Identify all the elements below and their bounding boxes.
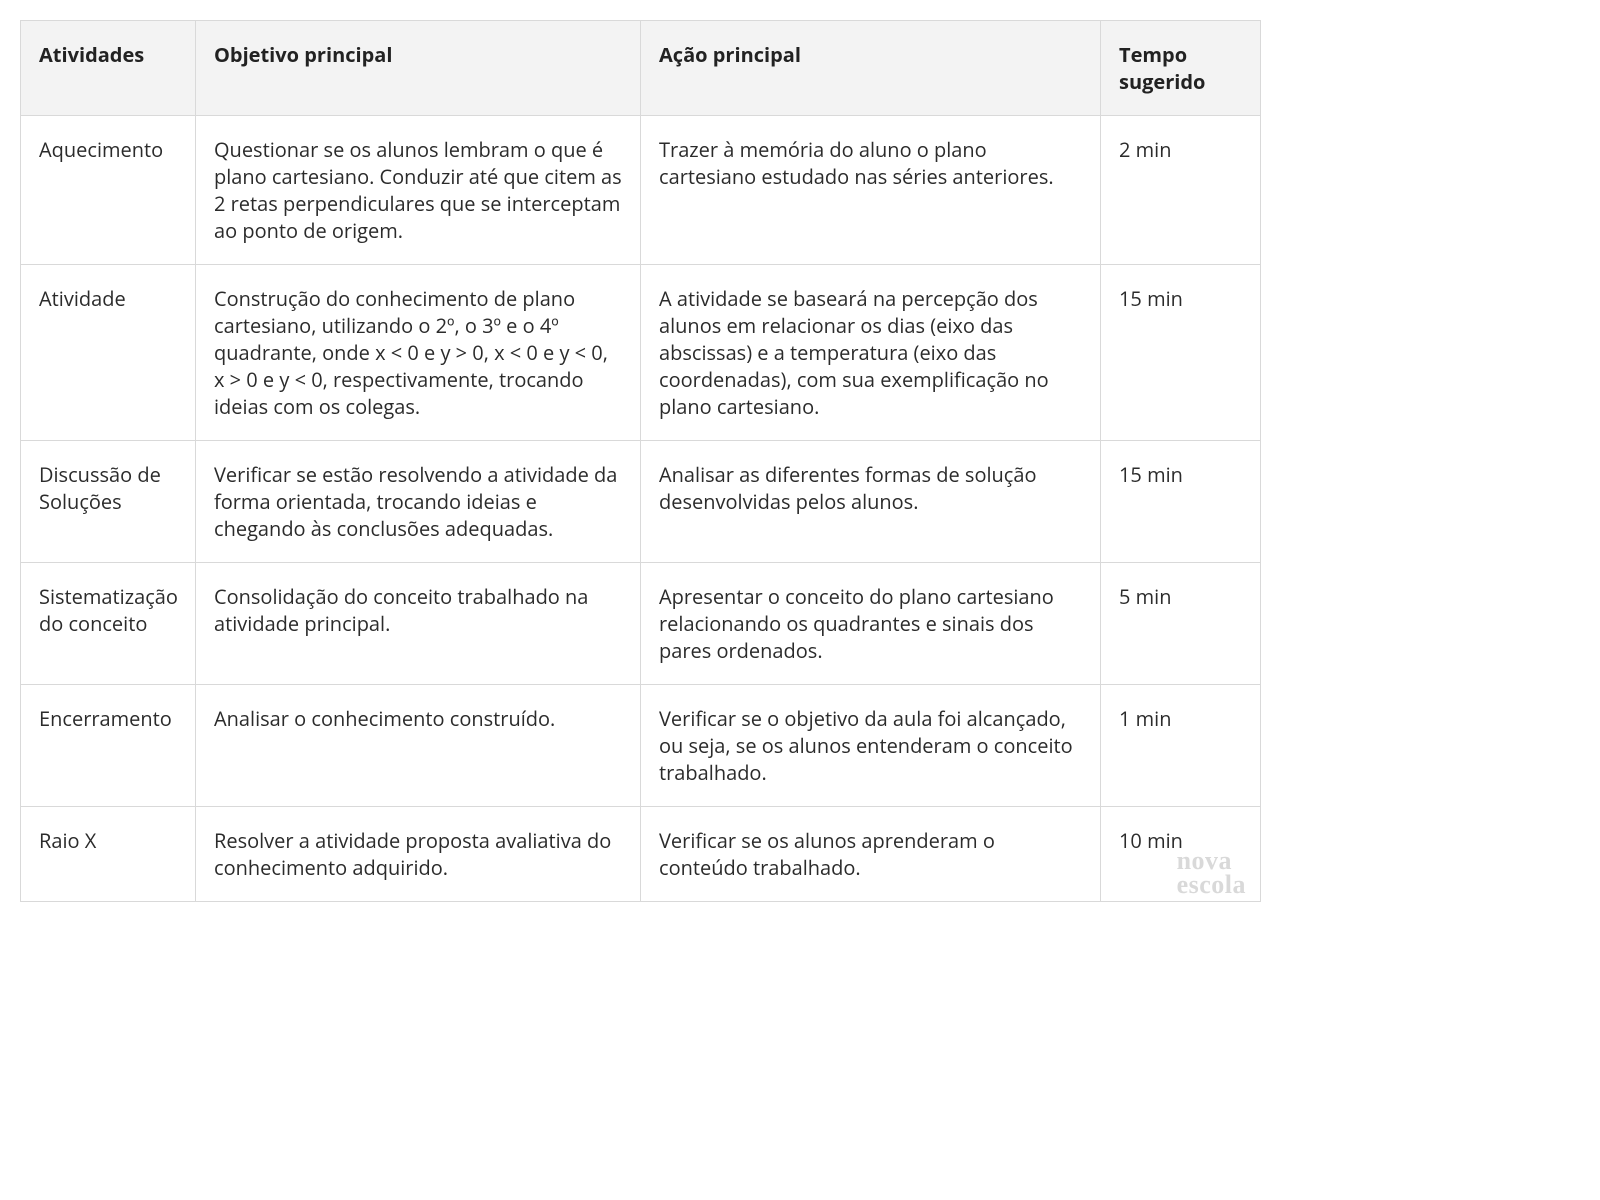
cell-action: Analisar as diferentes formas de solução… [641, 441, 1101, 563]
table-row: Raio X Resolver a atividade proposta ava… [21, 807, 1261, 902]
cell-objective: Consolidação do conceito trabalhado na a… [196, 563, 641, 685]
col-header-activities: Atividades [21, 21, 196, 116]
cell-objective: Analisar o conhecimento construído. [196, 685, 641, 807]
cell-activity: Encerramento [21, 685, 196, 807]
cell-activity: Aquecimento [21, 116, 196, 265]
cell-activity: Raio X [21, 807, 196, 902]
cell-time: 10 min [1101, 807, 1261, 902]
col-header-objective: Objetivo principal [196, 21, 641, 116]
cell-activity: Discussão de Soluções [21, 441, 196, 563]
cell-objective: Verificar se estão resolvendo a atividad… [196, 441, 641, 563]
col-header-time: Tempo sugerido [1101, 21, 1261, 116]
cell-action: Verificar se o objetivo da aula foi alca… [641, 685, 1101, 807]
cell-time: 5 min [1101, 563, 1261, 685]
table-row: Atividade Construção do conhecimento de … [21, 265, 1261, 441]
cell-time: 15 min [1101, 265, 1261, 441]
cell-action: A atividade se baseará na percepção dos … [641, 265, 1101, 441]
col-header-action: Ação principal [641, 21, 1101, 116]
cell-time: 15 min [1101, 441, 1261, 563]
cell-action: Apresentar o conceito do plano cartesian… [641, 563, 1101, 685]
cell-action: Trazer à memória do aluno o plano cartes… [641, 116, 1101, 265]
table-row: Aquecimento Questionar se os alunos lemb… [21, 116, 1261, 265]
cell-objective: Resolver a atividade proposta avaliativa… [196, 807, 641, 902]
table-header-row: Atividades Objetivo principal Ação princ… [21, 21, 1261, 116]
cell-objective: Construção do conhecimento de plano cart… [196, 265, 641, 441]
lesson-plan-table: Atividades Objetivo principal Ação princ… [20, 20, 1261, 902]
cell-time: 1 min [1101, 685, 1261, 807]
table-row: Sistematização do conceito Consolidação … [21, 563, 1261, 685]
cell-time: 2 min [1101, 116, 1261, 265]
table-row: Discussão de Soluções Verificar se estão… [21, 441, 1261, 563]
lesson-plan-table-container: Atividades Objetivo principal Ação princ… [20, 20, 1260, 902]
cell-activity: Sistematização do conceito [21, 563, 196, 685]
table-row: Encerramento Analisar o conhecimento con… [21, 685, 1261, 807]
cell-objective: Questionar se os alunos lembram o que é … [196, 116, 641, 265]
cell-activity: Atividade [21, 265, 196, 441]
cell-action: Verificar se os alunos aprenderam o cont… [641, 807, 1101, 902]
